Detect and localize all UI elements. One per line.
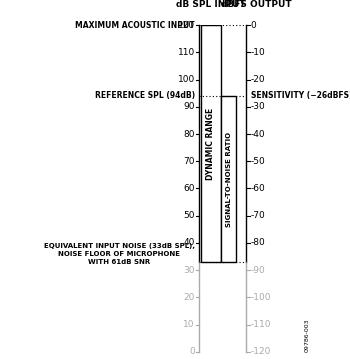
Text: -30: -30 (251, 102, 265, 111)
Text: SENSITIVITY (−26dBFS): SENSITIVITY (−26dBFS) (251, 92, 350, 101)
Text: SIGNAL-TO-NOISE RATIO: SIGNAL-TO-NOISE RATIO (226, 131, 232, 227)
Text: dBFS OUTPUT: dBFS OUTPUT (221, 0, 291, 9)
Text: 50: 50 (183, 211, 195, 220)
Text: 09786-003: 09786-003 (304, 319, 309, 352)
Text: -50: -50 (251, 157, 265, 166)
Text: -100: -100 (251, 293, 271, 302)
Text: -80: -80 (251, 238, 265, 247)
Text: DYNAMIC RANGE: DYNAMIC RANGE (206, 107, 216, 180)
Text: -10: -10 (251, 48, 265, 57)
Text: -60: -60 (251, 184, 265, 193)
Text: REFERENCE SPL (94dB): REFERENCE SPL (94dB) (95, 92, 195, 101)
Bar (201, 25, 221, 262)
Text: 0: 0 (251, 20, 256, 30)
Text: -40: -40 (251, 130, 265, 139)
Text: 10: 10 (183, 320, 195, 329)
Text: 80: 80 (183, 130, 195, 139)
Text: 60: 60 (183, 184, 195, 193)
Text: EQUIVALENT INPUT NOISE (33dB SPL),
NOISE FLOOR OF MICROPHONE
WITH 61dB SNR: EQUIVALENT INPUT NOISE (33dB SPL), NOISE… (44, 243, 195, 265)
Text: -90: -90 (251, 266, 265, 275)
Text: dB SPL INPUT: dB SPL INPUT (176, 0, 246, 9)
Text: -70: -70 (251, 211, 265, 220)
Text: 0: 0 (189, 347, 195, 356)
Text: 110: 110 (178, 48, 195, 57)
Text: 120: 120 (178, 20, 195, 30)
Text: 40: 40 (183, 238, 195, 247)
Text: 100: 100 (178, 75, 195, 84)
Text: -110: -110 (251, 320, 271, 329)
Bar (221, 96, 237, 262)
Text: 30: 30 (183, 266, 195, 275)
Text: 20: 20 (183, 293, 195, 302)
Text: 90: 90 (183, 102, 195, 111)
Text: 70: 70 (183, 157, 195, 166)
Text: -20: -20 (251, 75, 265, 84)
Text: MAXIMUM ACOUSTIC INPUT: MAXIMUM ACOUSTIC INPUT (75, 20, 195, 30)
Text: -120: -120 (251, 347, 271, 356)
